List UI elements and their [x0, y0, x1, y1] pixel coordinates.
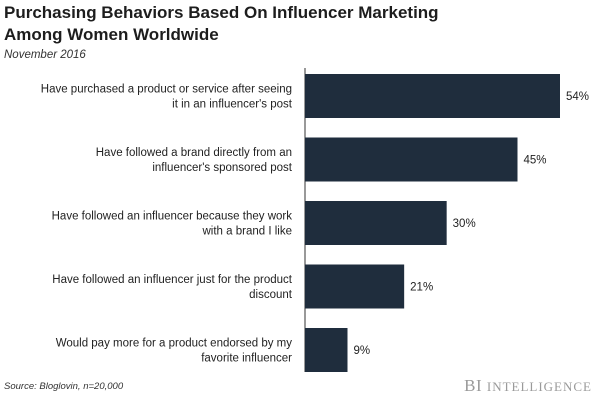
category-label-line: Would pay more for a product endorsed by… [56, 338, 293, 350]
category-label-line: Have purchased a product or service afte… [41, 84, 292, 96]
brand-logo: BI INTELLIGENCE [464, 376, 592, 396]
bar-0 [305, 74, 560, 118]
category-label-4: Would pay more for a product endorsed by… [56, 338, 293, 365]
category-label-line: Have followed an influencer just for the… [52, 274, 293, 286]
chart-subtitle: November 2016 [4, 49, 86, 61]
category-label-line: favorite influencer [201, 353, 292, 365]
source-note: Source: Bloglovin, n=20,000 [4, 381, 124, 392]
category-label-0: Have purchased a product or service afte… [41, 84, 293, 111]
category-label-2: Have followed an influencer because they… [52, 211, 293, 238]
category-label-line: discount [249, 289, 293, 301]
value-label-0: 54% [566, 91, 589, 103]
category-label-line: influencer's sponsored post [152, 162, 292, 174]
value-label-2: 30% [453, 218, 476, 230]
bar-2 [305, 201, 447, 245]
value-label-3: 21% [410, 282, 433, 294]
brand-logo-first: BI [464, 376, 483, 395]
chart-title: Purchasing Behaviors Based On Influencer… [4, 3, 439, 44]
brand-logo-second: INTELLIGENCE [486, 379, 592, 394]
category-label-1: Have followed a brand directly from an in… [96, 147, 293, 174]
bar-3 [305, 264, 405, 309]
category-label-3: Have followed an influencer just for the… [52, 274, 293, 301]
category-label-line: it in an influencer's post [172, 99, 293, 111]
category-label-line: Have followed an influencer because they… [52, 211, 293, 223]
category-label-line: Have followed a brand directly from an [96, 147, 292, 159]
value-label-1: 45% [524, 155, 547, 167]
bar-4 [305, 328, 348, 372]
value-label-4: 9% [354, 345, 371, 357]
category-label-line: with a brand I like [202, 226, 293, 238]
bar-1 [305, 137, 518, 182]
